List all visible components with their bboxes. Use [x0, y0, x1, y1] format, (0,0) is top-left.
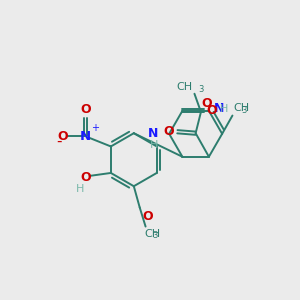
- Text: O: O: [206, 104, 217, 117]
- Text: N: N: [80, 130, 91, 143]
- Text: H: H: [220, 103, 229, 113]
- Text: CH: CH: [233, 103, 249, 113]
- Text: O: O: [142, 210, 153, 223]
- Text: H: H: [76, 184, 84, 194]
- Text: -: -: [56, 134, 62, 149]
- Text: N: N: [148, 127, 158, 140]
- Text: CH: CH: [177, 82, 193, 92]
- Text: CH: CH: [144, 230, 160, 239]
- Text: O: O: [164, 125, 174, 138]
- Text: 3: 3: [198, 85, 204, 94]
- Text: O: O: [202, 97, 212, 110]
- Text: 3: 3: [153, 231, 158, 240]
- Text: H: H: [150, 140, 158, 150]
- Text: +: +: [91, 123, 99, 133]
- Text: 3: 3: [241, 106, 247, 115]
- Text: O: O: [58, 130, 68, 143]
- Text: N: N: [214, 102, 225, 115]
- Text: O: O: [81, 171, 92, 184]
- Text: O: O: [80, 103, 91, 116]
